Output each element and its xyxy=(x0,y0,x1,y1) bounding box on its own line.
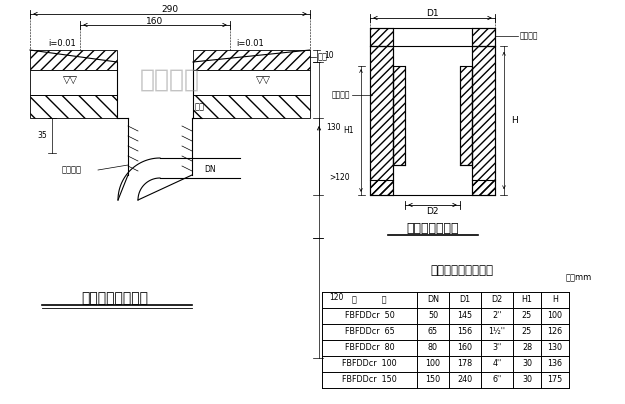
Bar xyxy=(472,28,495,46)
Text: 普惠阀门: 普惠阀门 xyxy=(140,68,200,92)
Bar xyxy=(393,66,405,165)
Text: 10: 10 xyxy=(324,51,334,61)
Bar xyxy=(472,180,495,195)
Text: 160: 160 xyxy=(146,17,164,25)
Text: 30: 30 xyxy=(522,375,532,385)
Bar xyxy=(370,180,393,195)
Text: ▽▽: ▽▽ xyxy=(62,75,78,85)
Text: 防爆地漏安装大样: 防爆地漏安装大样 xyxy=(81,291,149,305)
Text: 3'': 3'' xyxy=(492,343,502,353)
Text: 底板: 底板 xyxy=(195,103,205,112)
Text: 25: 25 xyxy=(522,328,532,337)
Text: i=0.01: i=0.01 xyxy=(48,40,76,48)
Bar xyxy=(193,50,310,70)
Text: 密封位置: 密封位置 xyxy=(331,90,350,99)
Text: 160: 160 xyxy=(458,343,472,353)
Text: 2'': 2'' xyxy=(492,311,502,320)
Text: 28: 28 xyxy=(522,343,532,353)
Text: 防爆地漏规格型号表: 防爆地漏规格型号表 xyxy=(431,263,494,276)
Bar xyxy=(193,95,310,118)
Text: 型          号: 型 号 xyxy=(352,295,387,305)
Text: ▽▽: ▽▽ xyxy=(256,75,271,85)
Text: D1: D1 xyxy=(459,295,471,305)
Text: 铸铁短管: 铸铁短管 xyxy=(62,166,82,175)
Text: 130: 130 xyxy=(326,124,341,133)
Text: 6'': 6'' xyxy=(492,375,502,385)
Text: 50: 50 xyxy=(428,311,438,320)
Text: 30: 30 xyxy=(522,360,532,368)
Text: H1: H1 xyxy=(344,126,354,135)
Text: 175: 175 xyxy=(548,375,562,385)
Text: 145: 145 xyxy=(458,311,472,320)
Text: i=0.01: i=0.01 xyxy=(236,40,264,48)
Bar xyxy=(30,70,117,95)
Text: H: H xyxy=(511,116,518,125)
Bar xyxy=(193,70,310,95)
Text: 136: 136 xyxy=(548,360,562,368)
Text: 100: 100 xyxy=(548,311,562,320)
Text: 150: 150 xyxy=(426,375,441,385)
Text: 1½'': 1½'' xyxy=(489,328,506,337)
Text: FBFDDcr  65: FBFDDcr 65 xyxy=(344,328,394,337)
Text: 25: 25 xyxy=(522,311,532,320)
Text: 排水位置: 排水位置 xyxy=(520,32,539,40)
Bar xyxy=(30,95,117,118)
Text: 178: 178 xyxy=(458,360,472,368)
Text: 35: 35 xyxy=(37,131,47,141)
Text: 80: 80 xyxy=(428,343,438,353)
Text: H1: H1 xyxy=(521,295,532,305)
Bar xyxy=(370,28,393,46)
Bar xyxy=(370,46,393,195)
Text: 65: 65 xyxy=(428,328,438,337)
Bar xyxy=(460,66,472,165)
Text: 290: 290 xyxy=(161,6,179,15)
Text: 240: 240 xyxy=(458,375,472,385)
Text: D1: D1 xyxy=(426,8,439,17)
Text: 4'': 4'' xyxy=(492,360,502,368)
Text: 100: 100 xyxy=(426,360,441,368)
Text: 面层: 面层 xyxy=(318,53,328,61)
Text: 130: 130 xyxy=(548,343,562,353)
Bar xyxy=(472,46,495,195)
Text: 126: 126 xyxy=(548,328,562,337)
Text: 防爆地漏剖面图: 防爆地漏剖面图 xyxy=(406,221,459,234)
Text: 156: 156 xyxy=(458,328,472,337)
Text: DN: DN xyxy=(204,166,216,175)
Text: D2: D2 xyxy=(491,295,502,305)
Bar xyxy=(30,50,117,70)
Text: D2: D2 xyxy=(426,208,439,217)
Text: 单位mm: 单位mm xyxy=(566,274,592,282)
Text: FBFDDcr  80: FBFDDcr 80 xyxy=(345,343,394,353)
Text: FBFDDcr  50: FBFDDcr 50 xyxy=(344,311,394,320)
Text: FBFDDcr  100: FBFDDcr 100 xyxy=(342,360,397,368)
Text: DN: DN xyxy=(427,295,439,305)
Text: H: H xyxy=(552,295,558,305)
Text: FBFDDcr  150: FBFDDcr 150 xyxy=(342,375,397,385)
Text: 120: 120 xyxy=(329,293,343,303)
Text: >120: >120 xyxy=(329,173,349,183)
